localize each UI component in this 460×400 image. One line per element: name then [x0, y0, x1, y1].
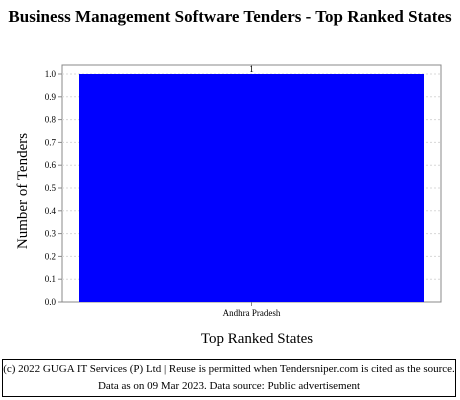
y-axis-ticks: 0.0 0.1 0.2 0.3 0.4 0.5 0.6 0.7 0.8 0.9 1.0 — [45, 69, 62, 307]
y-tick-label: 0.0 — [45, 297, 57, 307]
y-tick-label: 0.3 — [45, 229, 57, 239]
y-tick-label: 0.7 — [45, 137, 57, 147]
y-tick-label: 0.2 — [45, 251, 56, 261]
y-axis-label: Number of Tenders — [15, 133, 31, 249]
y-tick-label: 0.8 — [45, 115, 57, 125]
x-axis-ticks: Andhra Pradesh — [223, 302, 281, 318]
bar-chart: 1 0.0 0.1 0.2 0.3 0.4 0.5 0.6 0.7 0.8 0.9 1.0 Andh… — [15, 64, 442, 318]
y-tick-label: 0.1 — [45, 274, 56, 284]
y-tick-label: 0.6 — [45, 160, 57, 170]
y-tick-label: 0.5 — [45, 183, 57, 193]
x-tick-label: Andhra Pradesh — [223, 308, 281, 318]
bar — [79, 74, 424, 302]
bar-data-label: 1 — [249, 64, 254, 74]
y-tick-label: 1.0 — [45, 69, 57, 79]
chart-title: Business Management Software Tenders - T… — [8, 7, 452, 26]
y-tick-label: 0.9 — [45, 92, 57, 102]
footer-notice: (c) 2022 GUGA IT Services (P) Ltd | Reus… — [2, 359, 456, 397]
bars: 1 — [79, 64, 424, 302]
x-axis-label: Top Ranked States — [200, 331, 314, 347]
y-tick-label: 0.4 — [45, 206, 57, 216]
